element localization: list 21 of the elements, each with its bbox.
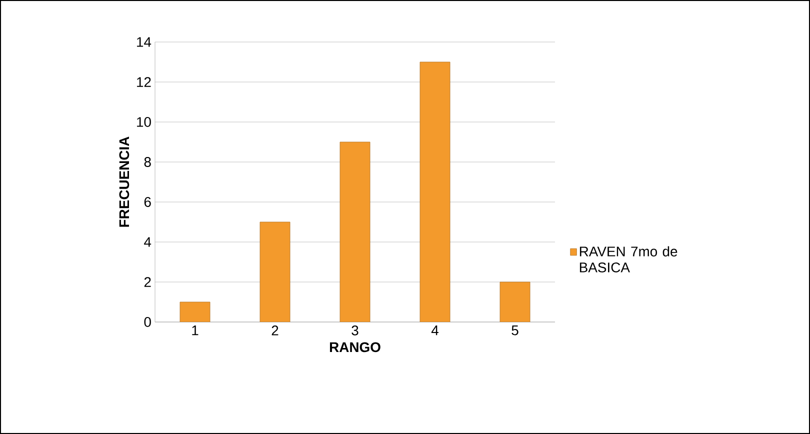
bar [180,302,210,322]
x-axis-title: RANGO [330,342,380,352]
y-tick-label: 8 [144,157,151,167]
y-tick-label: 12 [137,77,151,87]
y-tick-label: 14 [137,37,152,47]
y-axis-title: FRECUENCIA [119,136,130,227]
bar [500,282,530,322]
x-tick-label: 1 [192,326,198,336]
y-tick-label: 4 [144,237,152,247]
y-tick-label: 0 [144,317,151,327]
x-tick-label: 5 [512,326,518,336]
y-tick-label: 6 [144,197,151,207]
bar [420,62,450,322]
y-tick-label: 10 [137,117,151,127]
bar [260,222,290,322]
y-tick-label: 2 [144,277,151,287]
legend-label: RAVEN 7mo de BASICA [580,246,678,272]
x-tick-label: 4 [431,326,438,336]
bar [340,142,370,322]
x-tick-label: 3 [352,326,358,336]
x-tick-label: 2 [272,326,278,336]
